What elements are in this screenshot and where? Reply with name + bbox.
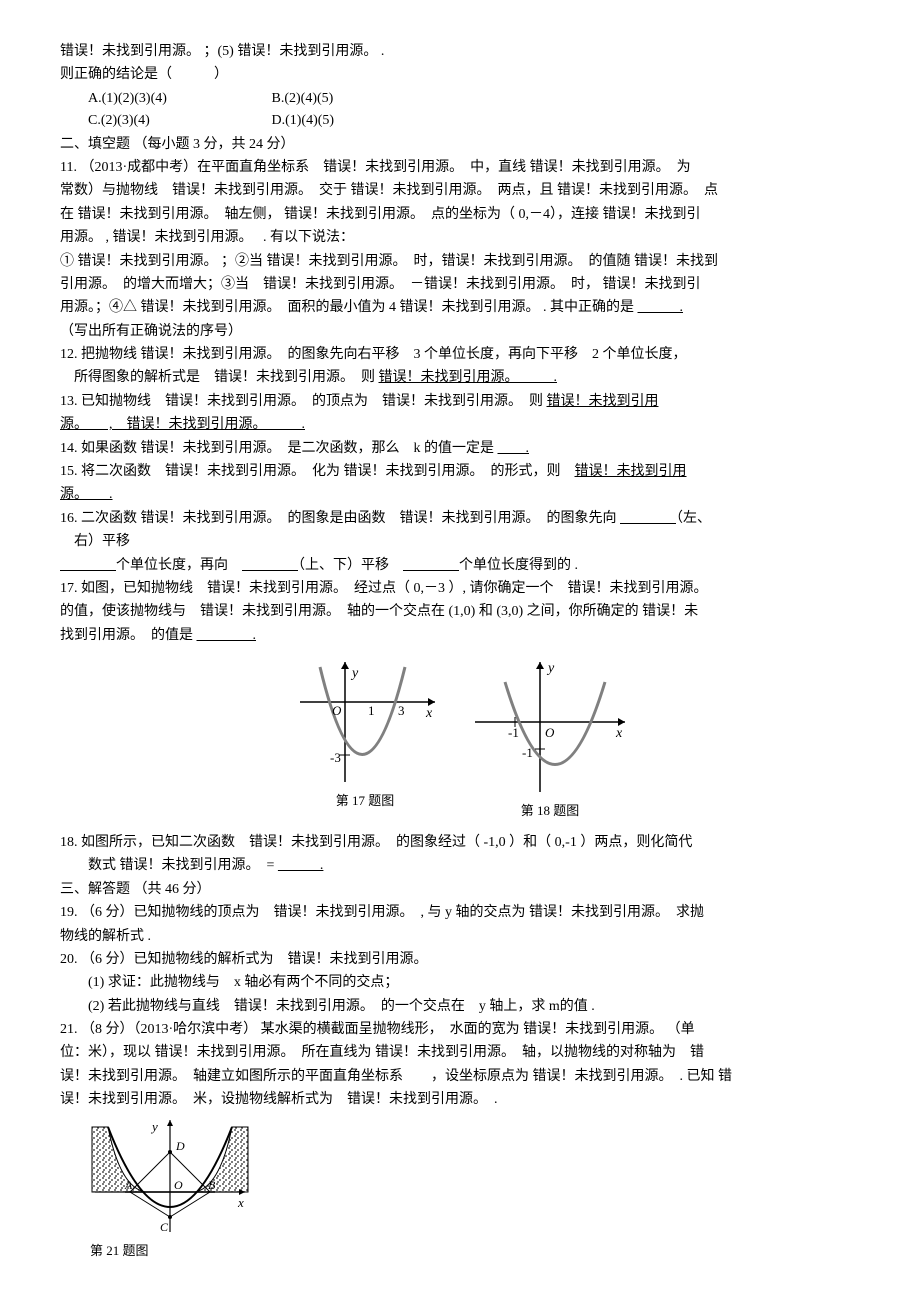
q16-l1: 16. 二次函数 错误！未找到引用源。 的图象是由函数 错误！未找到引用源。 的…	[60, 508, 860, 530]
q14-l1b: .	[498, 441, 530, 456]
q10-err2: 错误！未找到引用源。	[237, 44, 377, 59]
q10-optA: A.(1)(2)(3)(4)	[88, 88, 268, 110]
figure-18-caption: 第 18 题图	[521, 801, 580, 822]
q11-l8: （写出所有正确说法的序号）	[60, 321, 860, 343]
q15-l2t: 源。 .	[60, 487, 113, 502]
q20-l1: 20. （6 分）已知抛物线的解析式为 错误！未找到引用源。	[60, 949, 860, 971]
svg-text:y: y	[150, 1119, 158, 1134]
q11-l3: 在 错误！未找到引用源。 轴左侧， 错误！未找到引用源。 点的坐标为（ 0,－4…	[60, 204, 860, 226]
q10-optB: B.(2)(4)(5)	[272, 88, 334, 110]
q19-l1: 19. （6 分）已知抛物线的顶点为 错误！未找到引用源。 , 与 y 轴的交点…	[60, 902, 860, 924]
svg-text:O: O	[174, 1178, 183, 1192]
svg-text:1: 1	[368, 703, 375, 718]
q16-l3d: （上、下）平移	[298, 558, 403, 573]
q18-l1: 18. 如图所示，已知二次函数 错误！未找到引用源。 的图象经过（ -1,0 ）…	[60, 832, 860, 854]
svg-text:-1: -1	[508, 725, 519, 740]
q20-l2: (1) 求证：此抛物线与 x 轴必有两个不同的交点；	[60, 972, 860, 994]
q17-l3: 找到引用源。 的值是 .	[60, 625, 860, 647]
figure-21-svg: D O A B C y x	[90, 1117, 250, 1237]
q11-l7b: .	[638, 300, 684, 315]
figure-17: y O 1 3 x -3 第 17 题图	[290, 657, 440, 812]
section3-title: 三、解答题 （共 46 分）	[60, 879, 860, 901]
q16-l3e	[403, 558, 459, 573]
svg-text:C: C	[160, 1220, 169, 1234]
q12-l2a: 所得图象的解析式是 错误！未找到引用源。 则	[60, 370, 379, 385]
q13-l2: 源。 , 错误！未找到引用源。 .	[60, 414, 860, 436]
q15-l1b: 错误！未找到引用	[575, 464, 687, 479]
q12-l2: 所得图象的解析式是 错误！未找到引用源。 则 错误！未找到引用源。 .	[60, 367, 860, 389]
q17-l3a: 找到引用源。 的值是	[60, 628, 197, 643]
svg-text:x: x	[425, 706, 433, 721]
q21-l2: 位：米），现以 错误！未找到引用源。 所在直线为 错误！未找到引用源。 轴，以抛…	[60, 1042, 860, 1064]
q12-l1: 12. 把抛物线 错误！未找到引用源。 的图象先向右平移 3 个单位长度，再向下…	[60, 344, 860, 366]
svg-text:B: B	[208, 1178, 216, 1192]
q10-line1: 错误！未找到引用源。 ；(5) 错误！未找到引用源。 .	[60, 41, 860, 63]
svg-text:y: y	[546, 661, 555, 676]
q16-l3b: 个单位长度，再向	[116, 558, 242, 573]
svg-text:x: x	[237, 1195, 244, 1210]
q11-l7a: 用源。；④△ 错误！未找到引用源。 面积的最小值为 4 错误！未找到引用源。 .…	[60, 300, 638, 315]
q16-l3a	[60, 558, 116, 573]
q15-l2: 源。 .	[60, 484, 860, 506]
figure-17-caption: 第 17 题图	[336, 791, 395, 812]
svg-text:O: O	[332, 703, 342, 718]
q11-l7: 用源。；④△ 错误！未找到引用源。 面积的最小值为 4 错误！未找到引用源。 .…	[60, 297, 860, 319]
q10-err1: 错误！未找到引用源。	[60, 44, 200, 59]
q11-l5: ① 错误！未找到引用源。 ；②当 错误！未找到引用源。 时，错误！未找到引用源。…	[60, 251, 860, 273]
q16-l1c: （左、	[676, 511, 711, 526]
q21-l1: 21. （8 分）（2013·哈尔滨中考） 某水渠的横截面呈抛物线形， 水面的宽…	[60, 1019, 860, 1041]
svg-text:D: D	[175, 1139, 185, 1153]
q19-l2: 物线的解析式 .	[60, 926, 860, 948]
section2-title: 二、填空题 （每小题 3 分，共 24 分）	[60, 134, 860, 156]
figure-21: D O A B C y x 第 21 题图	[90, 1117, 860, 1262]
q17-l1: 17. 如图，已知抛物线 错误！未找到引用源。 经过点（ 0,－3 ）, 请你确…	[60, 578, 860, 600]
q12-l2b: 错误！未找到引用源。 .	[379, 370, 558, 385]
q21-l4: 误！未找到引用源。 米，设抛物线解析式为 错误！未找到引用源。 .	[60, 1089, 860, 1111]
q17-l2: 的值，使该抛物线与 错误！未找到引用源。 轴的一个交点在 (1,0) 和 (3,…	[60, 601, 860, 623]
q10-sep: ；(5)	[200, 44, 237, 59]
q16-l3: 个单位长度，再向 （上、下）平移 个单位长度得到的 .	[60, 555, 860, 577]
q16-l1a: 16. 二次函数 错误！未找到引用源。 的图象是由函数 错误！未找到引用源。 的…	[60, 511, 620, 526]
svg-text:y: y	[350, 666, 359, 681]
svg-text:-3: -3	[330, 750, 341, 765]
q10-optC: C.(2)(3)(4)	[88, 110, 268, 132]
q14-l1: 14. 如果函数 错误！未找到引用源。 是二次函数，那么 k 的值一定是 .	[60, 438, 860, 460]
q16-l2: 右）平移	[60, 531, 860, 553]
q10-line2: 则正确的结论是（ ）	[60, 64, 860, 86]
q13-l2a: 源。 ,	[60, 417, 113, 432]
q11-l1: 11. （2013·成都中考）在平面直角坐标系 错误！未找到引用源。 中，直线 …	[60, 157, 860, 179]
svg-text:O: O	[545, 725, 555, 740]
q11-l4: 用源。 , 错误！未找到引用源。 . 有以下说法：	[60, 227, 860, 249]
q21-l3: 误！未找到引用源。 轴建立如图所示的平面直角坐标系 ，设坐标原点为 错误！未找到…	[60, 1066, 860, 1088]
q13-l1a: 13. 已知抛物线 错误！未找到引用源。 的顶点为 错误！未找到引用源。 则	[60, 394, 547, 409]
q14-l1a: 14. 如果函数 错误！未找到引用源。 是二次函数，那么 k 的值一定是	[60, 441, 498, 456]
q11-l6: 引用源。 的增大而增大；③当 错误！未找到引用源。 －错误！未找到引用源。 时，…	[60, 274, 860, 296]
q10-dot: .	[377, 44, 384, 59]
q15-l1: 15. 将二次函数 错误！未找到引用源。 化为 错误！未找到引用源。 的形式，则…	[60, 461, 860, 483]
svg-text:-1: -1	[522, 745, 533, 760]
figure-18-svg: y x O -1 -1	[470, 657, 630, 797]
q16-l3f: 个单位长度得到的 .	[459, 558, 578, 573]
q18-l2a: 数式 错误！未找到引用源。 =	[60, 858, 278, 873]
q13-l1: 13. 已知抛物线 错误！未找到引用源。 的顶点为 错误！未找到引用源。 则 错…	[60, 391, 860, 413]
q15-l1a: 15. 将二次函数 错误！未找到引用源。 化为 错误！未找到引用源。 的形式，则	[60, 464, 575, 479]
q16-l1b	[620, 511, 676, 526]
q13-l2b: 错误！未找到引用源。 .	[113, 417, 306, 432]
q10-choices: A.(1)(2)(3)(4) B.(2)(4)(5) C.(2)(3)(4) D…	[60, 88, 860, 133]
q10-optD: D.(1)(4)(5)	[272, 110, 335, 132]
q16-l3c	[242, 558, 298, 573]
q20-l3: (2) 若此抛物线与直线 错误！未找到引用源。 的一个交点在 y 轴上，求 m的…	[60, 996, 860, 1018]
figure-21-caption: 第 21 题图	[90, 1241, 149, 1262]
figure-17-svg: y O 1 3 x -3	[290, 657, 440, 787]
svg-text:3: 3	[398, 703, 405, 718]
q17-l3b: .	[197, 628, 257, 643]
q11-l2: 常数）与抛物线 错误！未找到引用源。 交于 错误！未找到引用源。 两点，且 错误…	[60, 180, 860, 202]
figures-17-18: y O 1 3 x -3 第 17 题图 y x O -1 -1 第 18 题图	[60, 657, 860, 822]
q18-l2b: .	[278, 858, 324, 873]
q13-l1b: 错误！未找到引用	[547, 394, 659, 409]
svg-text:x: x	[615, 726, 623, 741]
q18-l2: 数式 错误！未找到引用源。 = .	[60, 855, 860, 877]
figure-18: y x O -1 -1 第 18 题图	[470, 657, 630, 822]
